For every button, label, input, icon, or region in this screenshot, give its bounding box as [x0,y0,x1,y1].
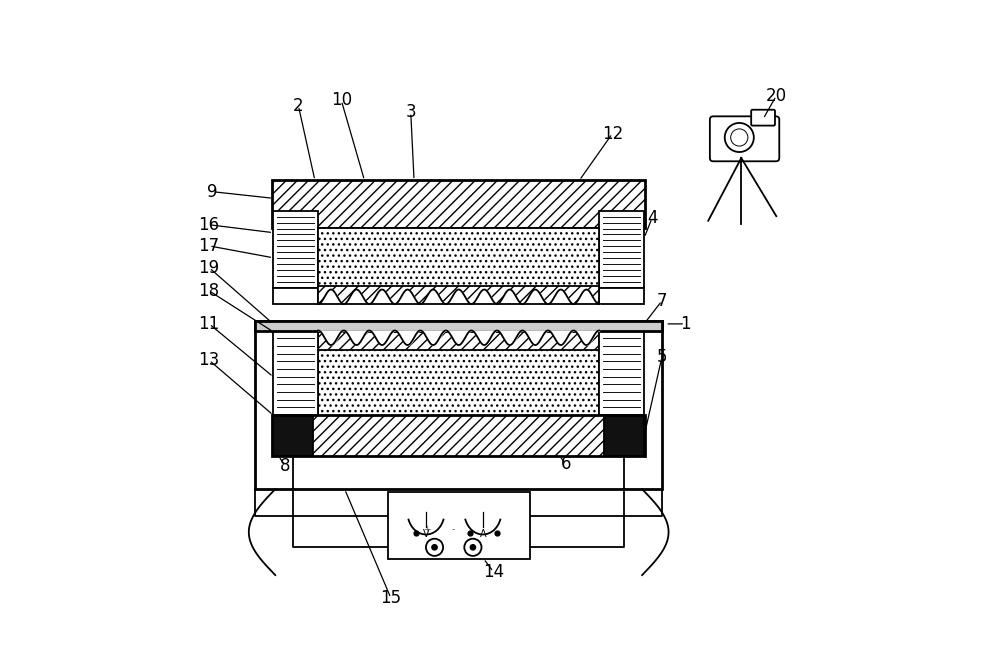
Bar [599,330,644,415]
Bar [255,321,662,330]
Text: 18: 18 [199,282,220,300]
Bar [388,492,530,559]
Text: 3: 3 [405,103,416,122]
Text: 12: 12 [602,124,623,143]
Text: 19: 19 [199,258,220,277]
Text: 5: 5 [657,348,667,366]
Text: 10: 10 [331,91,352,110]
Bar [255,321,662,489]
Bar [599,211,644,288]
Text: 6: 6 [561,455,571,473]
Bar [273,288,318,304]
FancyBboxPatch shape [751,110,775,126]
Circle shape [432,545,437,550]
Text: 13: 13 [199,351,220,369]
Bar [318,332,599,352]
FancyBboxPatch shape [710,116,779,161]
Text: V: V [423,529,429,539]
Text: 8: 8 [280,457,290,475]
Text: 11: 11 [199,315,220,333]
Text: 16: 16 [199,215,220,234]
Circle shape [470,545,476,550]
Text: 14: 14 [483,563,504,581]
Text: 7: 7 [657,292,667,310]
Text: 15: 15 [380,589,401,607]
Text: 20: 20 [766,87,787,105]
Text: 4: 4 [647,209,657,227]
Bar [273,330,318,415]
Text: 2: 2 [293,97,304,115]
Bar [272,180,645,228]
Text: +: + [423,525,430,534]
Text: 1: 1 [680,315,690,333]
Text: 17: 17 [199,237,220,255]
Bar [599,288,644,304]
Text: -: - [451,525,455,534]
Bar [272,415,645,456]
Bar [318,286,599,304]
Bar [318,350,599,416]
Text: 9: 9 [207,182,218,201]
Bar [273,211,318,288]
Bar [604,416,644,456]
Bar [273,416,313,456]
Text: A: A [480,529,486,539]
Bar [318,228,599,288]
